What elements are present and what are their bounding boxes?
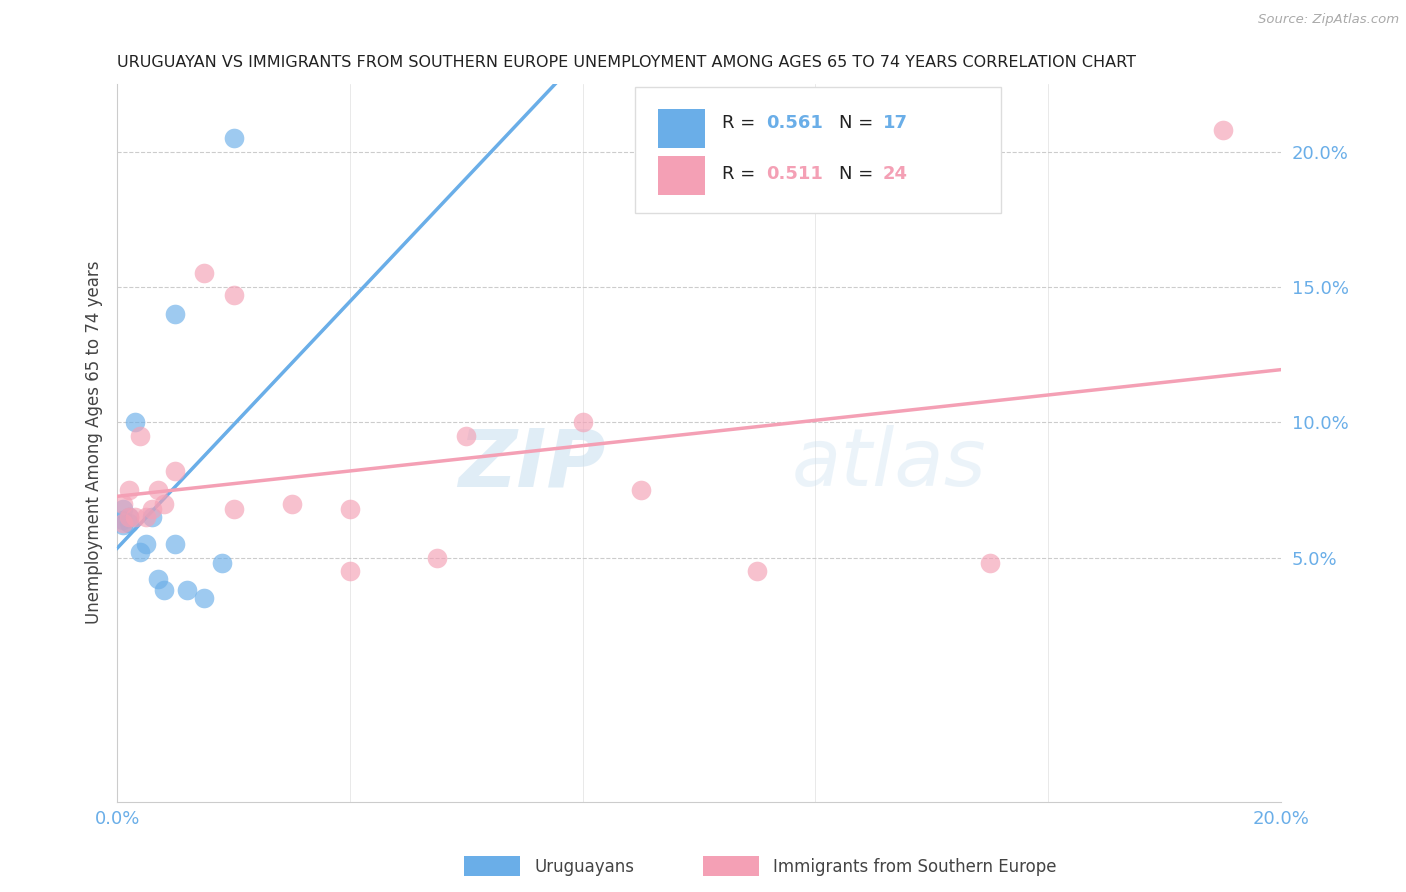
Text: R =: R =: [723, 164, 761, 183]
Point: [118, 510, 141, 524]
Point: [152, 583, 174, 598]
Point: [456, 429, 478, 443]
Point: [118, 510, 141, 524]
Point: [141, 502, 163, 516]
Point: [111, 502, 134, 516]
FancyBboxPatch shape: [636, 87, 1001, 213]
Text: Immigrants from Southern Europe: Immigrants from Southern Europe: [773, 858, 1057, 876]
Point: [124, 416, 146, 430]
Point: [1212, 123, 1234, 137]
Point: [193, 267, 215, 281]
Text: N =: N =: [838, 114, 879, 132]
Text: 0.561: 0.561: [766, 114, 824, 132]
Point: [129, 545, 152, 559]
Point: [280, 497, 302, 511]
Point: [193, 591, 215, 606]
Point: [211, 556, 233, 570]
Text: R =: R =: [723, 114, 761, 132]
FancyBboxPatch shape: [658, 155, 704, 195]
Text: 17: 17: [883, 114, 908, 132]
FancyBboxPatch shape: [658, 109, 704, 148]
Point: [141, 510, 163, 524]
Point: [165, 537, 187, 551]
Point: [152, 497, 174, 511]
Point: [118, 516, 141, 530]
Point: [426, 550, 449, 565]
Point: [135, 537, 157, 551]
Point: [111, 513, 134, 527]
Point: [165, 464, 187, 478]
Text: URUGUAYAN VS IMMIGRANTS FROM SOUTHERN EUROPE UNEMPLOYMENT AMONG AGES 65 TO 74 YE: URUGUAYAN VS IMMIGRANTS FROM SOUTHERN EU…: [117, 55, 1136, 70]
Point: [222, 502, 245, 516]
Y-axis label: Unemployment Among Ages 65 to 74 years: Unemployment Among Ages 65 to 74 years: [86, 261, 103, 624]
Point: [165, 307, 187, 321]
Point: [222, 131, 245, 145]
Point: [222, 288, 245, 302]
Point: [146, 573, 169, 587]
Point: [176, 583, 198, 598]
Point: [129, 429, 152, 443]
Point: [339, 502, 361, 516]
Text: 0.511: 0.511: [766, 164, 824, 183]
Text: ZIP: ZIP: [458, 425, 606, 503]
Point: [339, 565, 361, 579]
Point: [111, 516, 134, 530]
Text: Source: ZipAtlas.com: Source: ZipAtlas.com: [1258, 13, 1399, 27]
Text: N =: N =: [838, 164, 879, 183]
Point: [630, 483, 652, 497]
Point: [571, 416, 593, 430]
Point: [146, 483, 169, 497]
Point: [979, 556, 1001, 570]
Point: [111, 518, 134, 533]
Text: 24: 24: [883, 164, 908, 183]
Text: Uruguayans: Uruguayans: [534, 858, 634, 876]
Point: [745, 565, 768, 579]
Point: [135, 510, 157, 524]
Text: atlas: atlas: [792, 425, 987, 503]
Point: [124, 510, 146, 524]
Point: [111, 497, 134, 511]
Point: [118, 483, 141, 497]
